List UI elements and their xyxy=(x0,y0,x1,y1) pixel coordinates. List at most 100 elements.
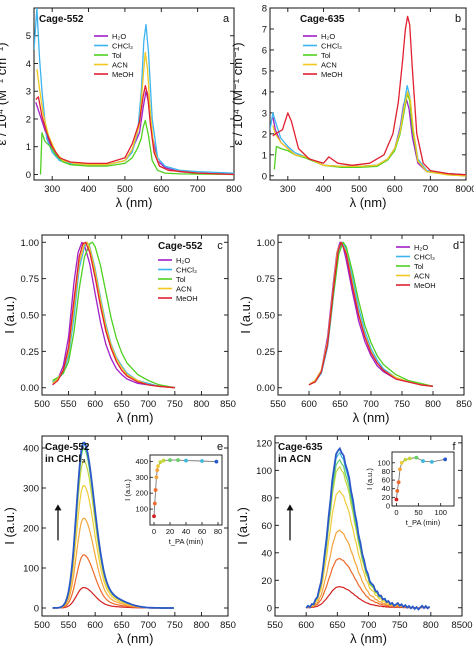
inset-e: 0 20 40 60 80 100 200 300 400 t_PA (min) I (a.u.) xyxy=(123,454,223,546)
x-tick-label: 650 xyxy=(332,399,348,410)
y-tick-label: 5 xyxy=(262,66,267,77)
x-tick-label: 800 xyxy=(193,620,209,631)
x-axis-label: λ (nm) xyxy=(117,410,154,425)
legend-label-tol: Tol xyxy=(112,51,122,60)
y-axis-label: I (a.u.) xyxy=(235,507,250,545)
legend-label-acn: ACN xyxy=(176,285,192,294)
x-tick-label: 700 xyxy=(363,399,379,410)
inset-point xyxy=(429,460,434,464)
inset-point xyxy=(153,488,158,492)
x-tick-label: 800 xyxy=(193,399,209,410)
y-tick-label: 0.25 xyxy=(21,347,40,358)
x-tick-label: 700 xyxy=(190,184,206,195)
inset-point xyxy=(156,464,160,469)
y-tick-label: 3 xyxy=(26,87,31,98)
inset-x-tick-label: 50 xyxy=(414,508,422,517)
x-tick-label: 750 xyxy=(392,620,408,631)
inset-y-tick-label: 100 xyxy=(377,458,390,467)
inset-point xyxy=(152,501,157,506)
panel-a: 300 400 500 600 700 800 0 1 2 3 4 5 λ (nm) ε / 10⁴ (M… xyxy=(0,7,242,210)
inset-point xyxy=(403,457,408,462)
inset-y-tick-label: 400 xyxy=(135,457,148,466)
x-tick-label: 500 xyxy=(117,184,133,195)
legend-label-meoh: MeOH xyxy=(176,294,198,303)
inset-point xyxy=(407,456,412,461)
x-tick-label: 700 xyxy=(140,399,156,410)
y-tick-label: 0.50 xyxy=(257,311,276,322)
legend-label-meoh: MeOH xyxy=(112,70,134,79)
legend-label-h2o: H₂O xyxy=(414,243,428,252)
spectrum-line xyxy=(52,441,174,609)
series-line-meoh xyxy=(35,85,234,176)
legend-label-h2o: H₂O xyxy=(321,32,335,41)
inset-y-tick-label: 300 xyxy=(135,473,148,482)
y-tick-label: 5 xyxy=(26,31,31,42)
inset-point xyxy=(394,497,399,502)
y-axis-label: ε / 10⁴ (M⁻¹ cm⁻¹) xyxy=(0,42,9,145)
legend-label-tol: Tol xyxy=(414,262,424,271)
inset-x-label: t_PA (min) xyxy=(406,518,441,527)
x-axis-label: λ (nm) xyxy=(116,195,153,210)
panel-letter: d xyxy=(453,240,459,252)
y-tick-label: 1.00 xyxy=(257,238,276,249)
x-tick-label: 750 xyxy=(394,399,410,410)
inset-x-tick-label: 100 xyxy=(434,508,447,517)
x-tick-label: 550 xyxy=(270,399,286,410)
panel-letter: e xyxy=(217,441,223,453)
inset-point xyxy=(161,458,166,463)
y-tick-label: 1 xyxy=(26,142,31,153)
inset-y-tick-label: 20 xyxy=(382,493,390,502)
y-tick-label: 80 xyxy=(261,493,272,504)
y-tick-label: 60 xyxy=(261,521,272,532)
legend-label-tol: Tol xyxy=(321,51,331,60)
legend-label-chcl3: CHCl₃ xyxy=(176,266,197,275)
time-arrow-head xyxy=(286,504,294,511)
panel-title: Cage-635 xyxy=(278,442,323,453)
y-tick-label: 2 xyxy=(26,114,31,125)
x-tick-label: 600 xyxy=(301,399,317,410)
y-tick-label: 1 xyxy=(262,150,267,161)
series-group xyxy=(52,441,174,609)
inset-point xyxy=(398,467,402,472)
inset-point xyxy=(421,459,425,463)
x-tick-label: 750 xyxy=(167,620,183,631)
legend-label-chcl3: CHCl₃ xyxy=(112,42,133,51)
x-tick-label: 750 xyxy=(167,399,183,410)
y-tick-label: 0 xyxy=(34,604,39,615)
y-tick-label: 2 xyxy=(262,129,267,140)
inset-point xyxy=(168,458,172,462)
legend-label-tol: Tol xyxy=(176,275,186,284)
plot-frame xyxy=(41,435,229,617)
inset-point xyxy=(158,460,163,465)
y-tick-label: 0.50 xyxy=(21,311,40,322)
series-line-acn xyxy=(36,51,234,176)
x-tick-label: 500 xyxy=(351,184,367,195)
inset-point xyxy=(154,475,159,480)
panel-title: Cage-635 xyxy=(300,14,345,25)
y-tick-label: 200 xyxy=(23,524,39,535)
x-tick-label: 8000 xyxy=(455,184,474,195)
inset-y-label: I (a.u.) xyxy=(123,479,132,501)
series-group xyxy=(305,446,431,611)
inset-y-tick-label: 100 xyxy=(135,505,148,514)
x-tick-label: 650 xyxy=(114,620,130,631)
y-tick-label: 0.75 xyxy=(257,274,276,285)
plot-frame xyxy=(33,7,235,181)
x-tick-label: 500 xyxy=(34,620,50,631)
y-tick-label: 300 xyxy=(23,484,39,495)
y-tick-label: 8 xyxy=(262,4,267,15)
inset-point xyxy=(200,459,204,463)
series-group xyxy=(270,15,466,177)
inset-point xyxy=(214,459,219,464)
y-tick-label: 0.75 xyxy=(21,274,40,285)
series-line-h2o xyxy=(52,241,175,389)
legend-label-chcl3: CHCl₃ xyxy=(414,253,435,262)
time-arrow-head xyxy=(54,504,62,511)
y-tick-label: 0 xyxy=(267,603,272,614)
panel-letter: c xyxy=(217,240,223,252)
panel-subtitle: in ACN xyxy=(278,454,311,465)
inset-y-label: I (a.u.) xyxy=(365,468,374,490)
y-tick-label: 0.00 xyxy=(21,383,40,394)
